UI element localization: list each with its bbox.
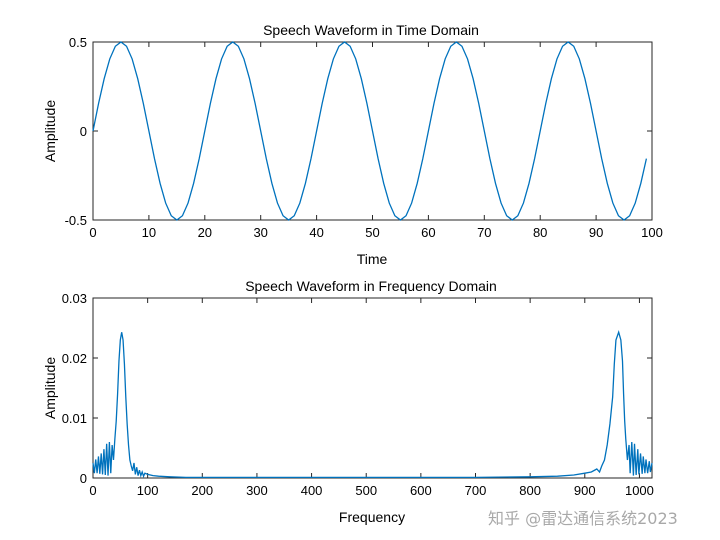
frequency-domain-y-tick-label: 0 [80, 471, 87, 486]
frequency-domain-x-tick-label: 200 [191, 483, 213, 498]
time-domain-y-ticks: -0.5 0 0.5 [65, 35, 652, 228]
frequency-domain-x-tick-label: 700 [465, 483, 487, 498]
time-domain-x-tick-label: 20 [198, 225, 212, 240]
frequency-domain-y-ticks: 0 0.01 0.02 0.03 [62, 291, 652, 486]
frequency-domain-title: Speech Waveform in Frequency Domain [245, 278, 497, 294]
frequency-domain-spectrum-line [92, 330, 653, 479]
time-domain-y-tick-label: 0.5 [69, 35, 87, 50]
frequency-domain-x-ticks: 0 100 200 300 400 500 600 700 800 900 1000 [89, 298, 654, 498]
frequency-domain-x-tick-label: 800 [519, 483, 541, 498]
time-domain-x-tick-label: 10 [142, 225, 156, 240]
time-domain-x-tick-label: 50 [365, 225, 379, 240]
frequency-domain-x-tick-label: 1000 [625, 483, 654, 498]
frequency-domain-x-tick-label: 500 [355, 483, 377, 498]
frequency-domain-x-tick-label: 400 [301, 483, 323, 498]
time-domain-x-axis-label: Time [357, 251, 388, 267]
time-domain-x-ticks: 0 10 20 30 40 50 60 70 80 90 100 [89, 42, 663, 240]
frequency-domain-y-axis-label: Amplitude [42, 357, 58, 419]
frequency-domain-x-tick-label: 0 [89, 483, 96, 498]
frequency-domain-x-tick-label: 100 [137, 483, 159, 498]
time-domain-x-tick-label: 30 [253, 225, 267, 240]
time-domain-x-tick-label: 60 [421, 225, 435, 240]
frequency-domain-x-tick-label: 600 [410, 483, 432, 498]
time-domain-waveform-line [92, 41, 648, 221]
time-domain-plot: Speech Waveform in Time Domain 0 10 20 30 40… [42, 22, 663, 267]
frequency-domain-axes-box [92, 297, 653, 479]
watermark: 知乎 @雷达通信系统2023 [488, 509, 678, 528]
time-domain-y-tick-label: 0 [80, 124, 87, 139]
time-domain-x-tick-label: 80 [533, 225, 547, 240]
time-domain-x-tick-label: 40 [309, 225, 323, 240]
time-domain-x-tick-label: 90 [589, 225, 603, 240]
time-domain-y-axis-label: Amplitude [42, 100, 58, 162]
time-domain-x-tick-label: 70 [477, 225, 491, 240]
frequency-domain-x-tick-label: 900 [574, 483, 596, 498]
time-domain-x-tick-label: 100 [641, 225, 663, 240]
time-domain-x-tick-label: 0 [89, 225, 96, 240]
frequency-domain-plot: Speech Waveform in Frequency Domain 0 100… [42, 278, 654, 525]
frequency-domain-x-axis-label: Frequency [339, 509, 405, 525]
frequency-domain-y-tick-label: 0.03 [62, 291, 87, 306]
frequency-domain-y-tick-label: 0.02 [62, 351, 87, 366]
time-domain-title: Speech Waveform in Time Domain [263, 22, 479, 38]
frequency-domain-x-tick-label: 300 [246, 483, 268, 498]
time-domain-y-tick-label: -0.5 [65, 213, 87, 228]
frequency-domain-y-tick-label: 0.01 [62, 411, 87, 426]
